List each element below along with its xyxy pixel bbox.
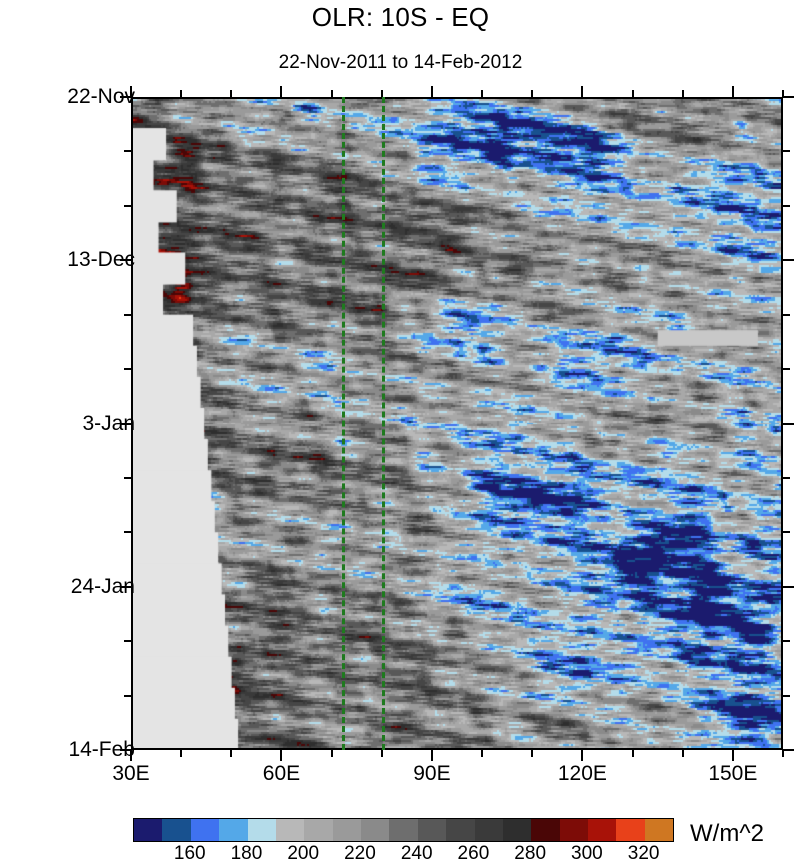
y-tick-minor-right — [783, 204, 790, 207]
x-tick-major-bottom — [581, 750, 584, 761]
y-tick-minor — [124, 476, 131, 479]
colorbar-swatch-0 — [134, 819, 163, 841]
colorbar-swatch-2 — [190, 819, 220, 841]
y-axis-label: 13-Dec — [67, 248, 135, 272]
y-tick-major — [120, 259, 131, 262]
chart-title: OLR: 10S - EQ — [311, 2, 490, 32]
x-tick-major-bottom — [130, 750, 132, 761]
x-tick-major-bottom — [731, 750, 734, 761]
x-tick-minor — [531, 90, 534, 97]
colorbar-swatch-9 — [389, 819, 418, 841]
x-tick-minor — [681, 90, 684, 97]
x-tick-minor-bottom — [631, 750, 634, 757]
x-tick-minor-bottom — [782, 750, 784, 757]
y-axis-label: 14-Feb — [68, 738, 135, 761]
x-axis-label: 90E — [413, 762, 451, 785]
colorbar-tick: 300 — [571, 843, 603, 864]
y-tick-minor-right — [783, 531, 790, 534]
y-tick-major-right — [783, 259, 794, 262]
x-tick-major-bottom — [280, 750, 283, 761]
x-tick-minor-bottom — [180, 750, 183, 757]
colorbar-tick: 320 — [627, 843, 660, 864]
y-tick-minor — [124, 694, 131, 697]
x-tick-major-bottom — [430, 750, 433, 761]
colorbar-swatch-17 — [616, 819, 645, 841]
y-tick-minor — [124, 640, 131, 643]
x-tick-major — [130, 86, 132, 97]
colorbar-swatch-10 — [417, 819, 447, 841]
colorbar-swatch-15 — [559, 819, 588, 841]
colorbar-swatch-1 — [162, 819, 191, 841]
x-axis-label: 120E — [557, 762, 607, 785]
y-tick-major — [120, 585, 131, 588]
colorbar-tick: 160 — [173, 843, 206, 864]
colorbar-swatch-18 — [644, 819, 674, 841]
colorbar-swatch-7 — [332, 819, 361, 841]
x-tick-minor — [380, 90, 383, 97]
y-tick-minor-right — [783, 476, 790, 479]
x-tick-major — [581, 86, 584, 97]
x-tick-minor — [631, 90, 634, 97]
y-tick-minor — [124, 368, 131, 371]
x-axis-label: 30E — [112, 762, 150, 785]
colorbar-swatch-8 — [361, 819, 390, 841]
x-axis-label: 60E — [262, 762, 301, 785]
x-tick-major — [430, 86, 433, 97]
y-tick-major-right — [783, 749, 794, 751]
y-axis-label: 3-Jan — [82, 411, 135, 435]
colorbar-tick: 180 — [230, 843, 263, 864]
colorbar-tick: 280 — [514, 843, 547, 864]
x-tick-minor — [330, 90, 333, 97]
y-tick-minor-right — [783, 694, 790, 697]
x-tick-minor-bottom — [681, 750, 684, 757]
colorbar-swatch-11 — [446, 819, 475, 841]
colorbar-swatch-13 — [502, 819, 532, 841]
y-tick-major-right — [783, 422, 794, 425]
y-tick-minor — [124, 313, 131, 316]
y-axis-label: 24-Jan — [70, 574, 135, 598]
colorbar-tick: 260 — [457, 843, 490, 864]
colorbar-tick: 240 — [400, 843, 433, 864]
y-tick-minor-right — [783, 640, 790, 643]
olr-heatmap-canvas — [131, 97, 783, 750]
colorbar-swatch-12 — [474, 819, 503, 841]
x-tick-minor — [782, 90, 784, 97]
colorbar-swatch-16 — [588, 819, 617, 841]
chart-subtitle: 22-Nov-2011 to 14-Feb-2012 — [278, 52, 523, 73]
colorbar-tick: 200 — [287, 843, 320, 864]
colorbar-unit-label: W/m^2 — [690, 820, 764, 847]
x-tick-major — [280, 86, 283, 97]
y-tick-minor-right — [783, 368, 790, 371]
x-tick-minor — [481, 90, 484, 97]
colorbar — [133, 818, 674, 842]
x-tick-minor — [180, 90, 183, 97]
colorbar-swatch-6 — [304, 819, 333, 841]
y-tick-minor-right — [783, 313, 790, 316]
colorbar-tick: 220 — [344, 843, 376, 864]
y-tick-minor — [124, 204, 131, 207]
y-tick-major — [120, 96, 131, 98]
hovmoller-plot-area — [120, 86, 794, 761]
y-tick-minor — [124, 150, 131, 153]
x-tick-minor-bottom — [481, 750, 484, 757]
x-tick-minor-bottom — [531, 750, 534, 757]
y-tick-major-right — [783, 96, 794, 98]
colorbar-swatch-5 — [275, 819, 305, 841]
x-tick-minor-bottom — [330, 750, 333, 757]
y-tick-major — [120, 749, 131, 751]
y-axis-label: 22-Nov — [67, 85, 135, 108]
y-tick-major — [120, 422, 131, 425]
colorbar-swatch-14 — [531, 819, 560, 841]
x-tick-major — [731, 86, 734, 97]
y-tick-major-right — [783, 585, 794, 588]
x-axis-label: 150E — [708, 762, 758, 785]
x-tick-minor-bottom — [230, 750, 233, 757]
x-tick-minor-bottom — [380, 750, 383, 757]
colorbar-swatch-4 — [247, 819, 276, 841]
y-tick-minor — [124, 531, 131, 534]
x-tick-minor — [230, 90, 233, 97]
y-tick-minor-right — [783, 150, 790, 153]
colorbar-swatch-3 — [219, 819, 248, 841]
